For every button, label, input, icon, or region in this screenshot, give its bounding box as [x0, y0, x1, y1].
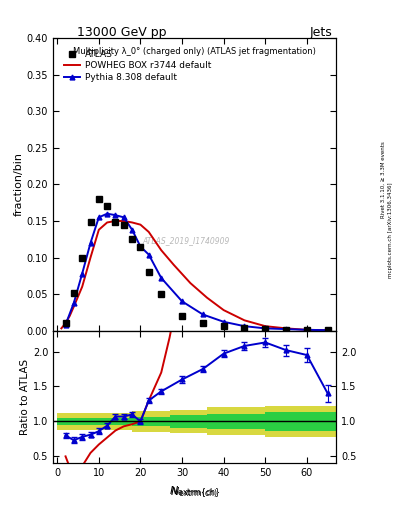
ATLAS	[159, 291, 163, 297]
Pythia 8.308 default	[72, 300, 76, 306]
POWHEG BOX r3744 default	[242, 317, 247, 324]
ATLAS	[80, 254, 84, 261]
Text: Jets: Jets	[309, 26, 332, 39]
Y-axis label: Ratio to ATLAS: Ratio to ATLAS	[20, 359, 30, 435]
Text: 13000 GeV pp: 13000 GeV pp	[77, 26, 166, 39]
ATLAS	[121, 222, 126, 228]
POWHEG BOX r3744 default	[188, 280, 193, 286]
Pythia 8.308 default	[284, 326, 288, 332]
Text: ATLAS_2019_I1740909: ATLAS_2019_I1740909	[142, 236, 230, 245]
Pythia 8.308 default	[113, 212, 118, 218]
ATLAS	[305, 327, 309, 333]
POWHEG BOX r3744 default	[221, 307, 226, 313]
Pythia 8.308 default	[242, 323, 247, 329]
POWHEG BOX r3744 default	[121, 218, 126, 224]
ATLAS	[284, 327, 288, 333]
ATLAS	[325, 327, 330, 333]
POWHEG BOX r3744 default	[305, 327, 309, 333]
Line: ATLAS: ATLAS	[62, 196, 331, 333]
ATLAS	[88, 219, 93, 225]
ATLAS	[242, 325, 247, 331]
POWHEG BOX r3744 default	[325, 327, 330, 333]
POWHEG BOX r3744 default	[205, 294, 209, 301]
ATLAS	[63, 320, 68, 326]
Pythia 8.308 default	[63, 322, 68, 328]
Pythia 8.308 default	[130, 227, 134, 233]
POWHEG BOX r3744 default	[63, 320, 68, 326]
ATLAS	[263, 326, 268, 332]
POWHEG BOX r3744 default	[96, 227, 101, 233]
Pythia 8.308 default	[305, 327, 309, 333]
Text: $N_{\rm extrm\{ch\}}$: $N_{\rm extrm\{ch\}}$	[169, 484, 220, 501]
Pythia 8.308 default	[263, 325, 268, 331]
Pythia 8.308 default	[121, 215, 126, 221]
Pythia 8.308 default	[96, 215, 101, 221]
POWHEG BOX r3744 default	[263, 323, 268, 329]
Pythia 8.308 default	[80, 270, 84, 276]
POWHEG BOX r3744 default	[113, 218, 118, 224]
Line: Pythia 8.308 default: Pythia 8.308 default	[63, 211, 330, 333]
POWHEG BOX r3744 default	[67, 313, 72, 319]
ATLAS	[180, 313, 184, 319]
POWHEG BOX r3744 default	[147, 229, 151, 235]
POWHEG BOX r3744 default	[138, 222, 143, 228]
Pythia 8.308 default	[147, 251, 151, 258]
ATLAS	[147, 269, 151, 275]
Pythia 8.308 default	[159, 275, 163, 281]
POWHEG BOX r3744 default	[171, 262, 176, 268]
Pythia 8.308 default	[325, 327, 330, 333]
Pythia 8.308 default	[221, 319, 226, 325]
Pythia 8.308 default	[105, 210, 110, 217]
Legend: ATLAS, POWHEG BOX r3744 default, Pythia 8.308 default: ATLAS, POWHEG BOX r3744 default, Pythia …	[61, 46, 215, 86]
Pythia 8.308 default	[138, 244, 143, 250]
Text: Rivet 3.1.10, ≥ 3.3M events: Rivet 3.1.10, ≥ 3.3M events	[381, 141, 386, 218]
POWHEG BOX r3744 default	[80, 284, 84, 290]
ATLAS	[221, 323, 226, 329]
POWHEG BOX r3744 default	[72, 304, 76, 310]
POWHEG BOX r3744 default	[130, 219, 134, 225]
ATLAS	[96, 196, 101, 202]
Text: Multiplicity λ_0° (charged only) (ATLAS jet fragmentation): Multiplicity λ_0° (charged only) (ATLAS …	[73, 47, 316, 56]
Line: POWHEG BOX r3744 default: POWHEG BOX r3744 default	[61, 221, 328, 330]
POWHEG BOX r3744 default	[88, 254, 93, 261]
ATLAS	[113, 219, 118, 225]
Text: $N_{\rm extrm(ch)}$: $N_{\rm extrm(ch)}$	[171, 485, 219, 500]
POWHEG BOX r3744 default	[59, 325, 64, 331]
Text: mcplots.cern.ch [arXiv:1306.3436]: mcplots.cern.ch [arXiv:1306.3436]	[388, 183, 393, 278]
ATLAS	[130, 236, 134, 242]
ATLAS	[72, 289, 76, 295]
ATLAS	[105, 203, 110, 209]
POWHEG BOX r3744 default	[105, 219, 110, 225]
Y-axis label: fraction/bin: fraction/bin	[14, 153, 24, 217]
Pythia 8.308 default	[180, 298, 184, 305]
POWHEG BOX r3744 default	[159, 247, 163, 253]
ATLAS	[200, 319, 205, 326]
Pythia 8.308 default	[88, 240, 93, 246]
ATLAS	[138, 244, 143, 250]
Pythia 8.308 default	[200, 311, 205, 317]
POWHEG BOX r3744 default	[284, 325, 288, 331]
